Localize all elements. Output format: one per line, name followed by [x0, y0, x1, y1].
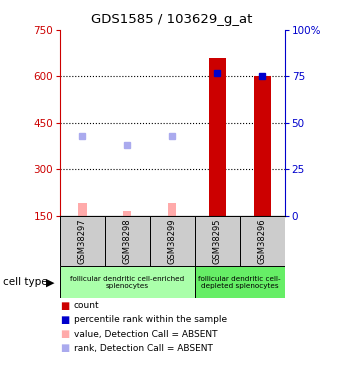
Text: count: count [74, 301, 99, 310]
Text: GDS1585 / 103629_g_at: GDS1585 / 103629_g_at [91, 13, 252, 26]
Text: ▶: ▶ [46, 277, 54, 287]
Bar [79, 203, 86, 216]
Bar [105, 216, 150, 266]
Text: GSM38296: GSM38296 [258, 218, 267, 264]
Bar [209, 58, 226, 216]
Text: follicular dendritic cell-enriched
splenocytes: follicular dendritic cell-enriched splen… [70, 276, 185, 289]
Text: GSM38295: GSM38295 [213, 218, 222, 264]
Bar [60, 266, 195, 298]
Text: cell type: cell type [3, 277, 48, 287]
Bar [254, 76, 271, 216]
Bar [240, 216, 285, 266]
Text: ■: ■ [60, 344, 69, 353]
Text: value, Detection Call = ABSENT: value, Detection Call = ABSENT [74, 330, 217, 339]
Bar [60, 216, 105, 266]
Bar [123, 211, 131, 216]
Bar [195, 266, 285, 298]
Bar [195, 216, 240, 266]
Text: GSM38297: GSM38297 [78, 218, 87, 264]
Text: GSM38299: GSM38299 [168, 218, 177, 264]
Text: ■: ■ [60, 329, 69, 339]
Bar [168, 203, 176, 216]
Text: percentile rank within the sample: percentile rank within the sample [74, 315, 227, 324]
Text: rank, Detection Call = ABSENT: rank, Detection Call = ABSENT [74, 344, 213, 353]
Text: follicular dendritic cell-
depleted splenocytes: follicular dendritic cell- depleted sple… [199, 276, 281, 289]
Text: ■: ■ [60, 301, 69, 310]
Bar [150, 216, 195, 266]
Text: ■: ■ [60, 315, 69, 325]
Text: GSM38298: GSM38298 [123, 218, 132, 264]
